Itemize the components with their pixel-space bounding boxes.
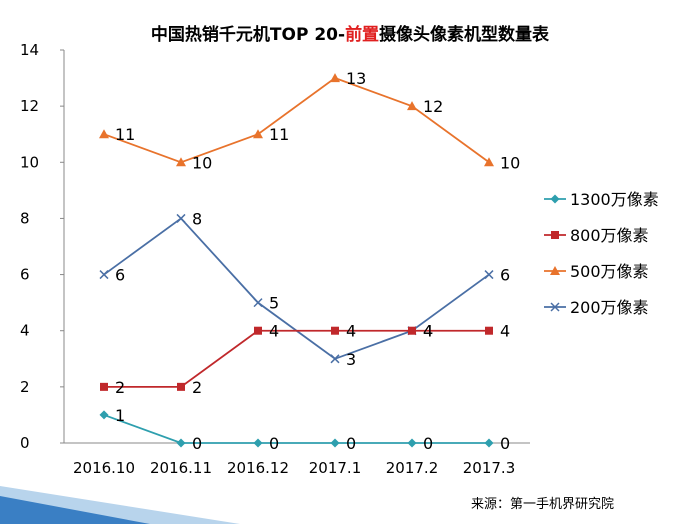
legend-label: 500万像素: [570, 262, 649, 281]
y-tick-label: 6: [20, 266, 30, 284]
data-point: [407, 438, 417, 448]
series-line: 1 0 0 0 0 0: [99, 406, 510, 453]
legend: 1300万像素 800万像素 500万像素 200万像素: [544, 190, 659, 317]
data-point: [330, 354, 340, 364]
data-label: 11: [269, 125, 289, 144]
data-label: 6: [115, 266, 125, 285]
data-label: 2: [192, 378, 202, 397]
data-label: 8: [192, 209, 202, 228]
marker-stroke: [176, 213, 186, 223]
legend-label: 200万像素: [570, 298, 649, 317]
source-note: 来源：第一手机界研究院: [470, 497, 614, 512]
data-point: [253, 438, 263, 448]
data-label: 0: [269, 434, 279, 453]
y-tick-label: 14: [20, 41, 39, 59]
legend-item: 500万像素: [544, 262, 649, 281]
data-point: [176, 157, 186, 167]
y-axis-ticks: 0 2 4 6 8 10 12 14: [20, 41, 64, 452]
legend-label: 1300万像素: [570, 190, 659, 209]
x-tick-label: 2017.3: [463, 459, 516, 477]
series-polyline: [104, 329, 489, 388]
data-point: [254, 326, 262, 335]
data-label: 0: [346, 434, 356, 453]
x-tick-label: 2017.2: [386, 459, 439, 477]
corner-decoration: [0, 486, 240, 524]
series-line: 11 10 11 13 12 10: [99, 69, 520, 172]
y-tick-label: 0: [20, 434, 30, 452]
data-point: [330, 438, 340, 448]
data-label: 2: [115, 378, 125, 397]
series-line: 2 2 4 4 4 4: [100, 322, 510, 397]
data-label: 3: [346, 350, 356, 369]
legend-label: 800万像素: [570, 226, 649, 245]
data-point: [176, 438, 186, 448]
data-label: 4: [423, 322, 433, 341]
marker-stroke: [550, 302, 560, 312]
data-label: 13: [346, 69, 366, 88]
data-point: [99, 410, 109, 420]
legend-marker: [550, 302, 560, 312]
data-label: 10: [500, 153, 520, 172]
data-point: [99, 270, 109, 280]
data-point: [330, 73, 340, 83]
marker-stroke: [253, 298, 263, 308]
data-label: 6: [500, 266, 510, 285]
data-point: [484, 270, 494, 280]
x-axis-ticks: 2016.10 2016.11 2016.12 2017.1 2017.2 2017.3: [73, 459, 515, 477]
title-part-2: 摄像头像素机型数量表: [379, 25, 550, 45]
chart-axes: [63, 50, 530, 444]
decor-stripe-blue: [0, 496, 150, 524]
y-tick-label: 12: [20, 97, 39, 115]
y-tick-label: 2: [20, 378, 30, 396]
data-label: 4: [269, 322, 279, 341]
data-point: [177, 382, 185, 391]
legend-marker: [550, 266, 560, 275]
legend-marker: [550, 194, 560, 204]
data-label: 10: [192, 153, 212, 172]
x-tick-label: 2017.1: [309, 459, 362, 477]
data-point: [484, 438, 494, 448]
chart-title: 中国热销千元机TOP 20-前置摄像头像素机型数量表: [0, 20, 700, 45]
legend-item: 800万像素: [544, 226, 649, 245]
series-polyline: [103, 414, 489, 444]
x-tick-label: 2016.12: [227, 459, 289, 477]
data-point: [407, 101, 417, 111]
legend-item: 1300万像素: [544, 190, 659, 209]
data-label: 4: [500, 322, 510, 341]
marker-stroke: [484, 270, 494, 280]
title-part-1: 中国热销千元机TOP 20-: [150, 25, 346, 45]
data-label: 0: [500, 434, 510, 453]
data-point: [253, 129, 263, 139]
x-tick-label: 2016.11: [150, 459, 212, 477]
data-label: 4: [346, 322, 356, 341]
data-label: 12: [423, 97, 443, 116]
data-label: 0: [192, 434, 202, 453]
legend-item: 200万像素: [544, 298, 649, 317]
title-highlight: 前置: [345, 25, 380, 45]
x-tick-label: 2016.10: [73, 459, 135, 477]
series-polyline: [103, 77, 490, 164]
data-point: [484, 157, 494, 167]
y-tick-label: 8: [20, 209, 30, 227]
y-tick-label: 10: [20, 153, 39, 171]
data-point: [100, 382, 108, 391]
marker-stroke: [330, 354, 340, 364]
series-line: 6 8 5 3 4 6: [99, 209, 510, 369]
data-label: 1: [115, 406, 125, 425]
y-tick-label: 4: [20, 322, 30, 340]
legend-marker: [551, 231, 559, 239]
data-point: [176, 213, 186, 223]
data-label: 0: [423, 434, 433, 453]
data-point: [485, 326, 493, 335]
data-point: [408, 326, 416, 335]
data-point: [331, 326, 339, 335]
data-label: 5: [269, 294, 279, 313]
data-point: [99, 129, 109, 139]
data-label: 11: [115, 125, 135, 144]
data-point: [253, 298, 263, 308]
marker-stroke: [99, 270, 109, 280]
